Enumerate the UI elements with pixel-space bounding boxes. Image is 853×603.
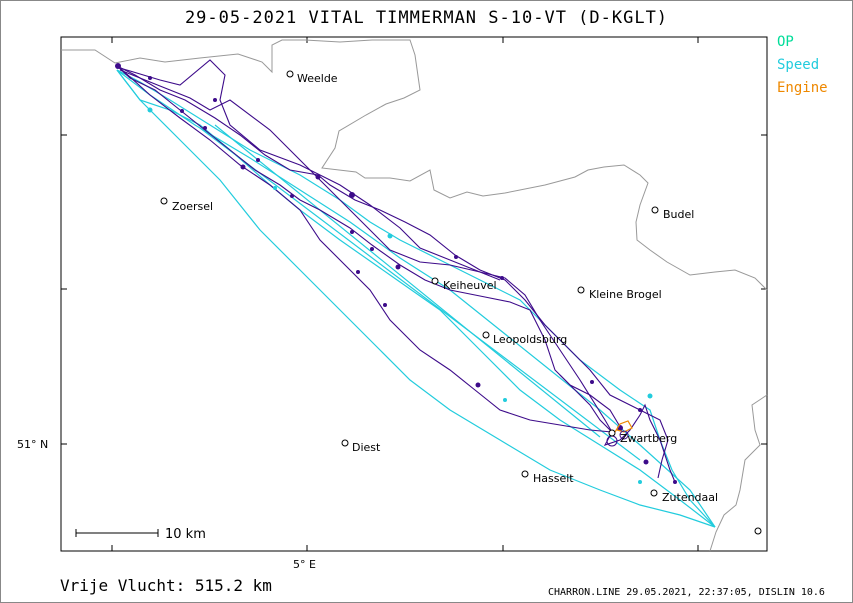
lat-label: 51° N: [17, 438, 48, 451]
scale-bar-label: 10 km: [165, 527, 206, 542]
legend-engine: Engine: [777, 80, 828, 96]
place-kleine-brogel: Kleine Brogel: [589, 288, 662, 301]
place-hasselt: Hasselt: [533, 472, 574, 485]
place-zutendaal: Zutendaal: [662, 491, 718, 504]
legend-speed: Speed: [777, 57, 820, 73]
place-weelde: Weelde: [297, 72, 338, 85]
free-flight-distance: Vrije Vlucht: 515.2 km: [60, 576, 272, 595]
flight-track: [116, 59, 676, 483]
lon-label: 5° E: [293, 558, 316, 571]
speed-track: [116, 69, 716, 528]
scale-bar: [75, 529, 159, 537]
country-border: [61, 39, 768, 552]
place-zwartberg: Zwartberg: [620, 432, 677, 445]
place-keiheuvel: Keiheuvel: [443, 279, 497, 292]
legend-op: OP: [777, 34, 794, 50]
footer-info: CHARRON.LINE 29.05.2021, 22:37:05, DISLI…: [548, 587, 825, 598]
thermal-markers: [115, 63, 677, 484]
place-zoersel: Zoersel: [172, 200, 213, 213]
place-budel: Budel: [663, 208, 694, 221]
flight-title: 29-05-2021 VITAL TIMMERMAN S-10-VT (D-KG…: [184, 8, 669, 28]
plot-box: [60, 36, 768, 552]
axis-ticks: [61, 37, 767, 551]
speed-markers: [147, 107, 653, 484]
place-markers: [160, 70, 762, 535]
engine-track: [614, 420, 633, 433]
place-diest: Diest: [352, 441, 381, 454]
place-leopoldsburg: Leopoldsburg: [493, 333, 567, 346]
